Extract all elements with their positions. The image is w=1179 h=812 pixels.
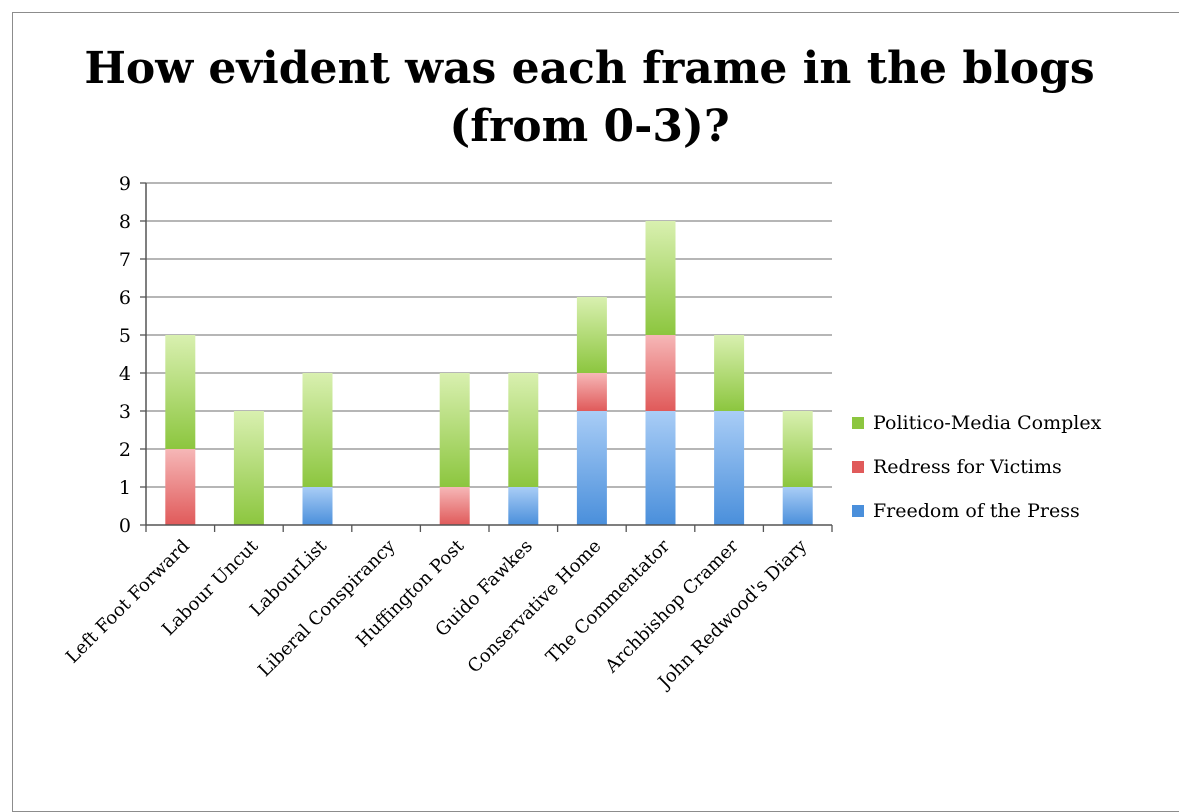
- legend-label-redress-for-victims: Redress for Victims: [873, 456, 1062, 478]
- bar-labourlist-politico-media-complex: [302, 373, 333, 487]
- bar-the-commentator-redress-for-victims: [645, 335, 676, 411]
- x-label-conservative-home: Conservative Home: [464, 536, 606, 678]
- bar-archbishop-cramer-freedom-of-the-press: [714, 411, 745, 525]
- bar-conservative-home-redress-for-victims: [576, 373, 607, 411]
- bar-conservative-home-freedom-of-the-press: [576, 411, 607, 525]
- bar-left-foot-forward-redress-for-victims: [165, 449, 196, 525]
- y-tick-label-4: 4: [119, 363, 131, 385]
- bar-huffington-post-politico-media-complex: [439, 373, 470, 487]
- legend: Politico-Media Complex Redress for Victim…: [852, 412, 1102, 522]
- y-tick-label-8: 8: [119, 211, 131, 233]
- y-tick-labels: 0 1 2 3 4 5 6 7 8 9: [119, 173, 131, 537]
- bars: [165, 221, 813, 525]
- y-tick-label-3: 3: [119, 401, 131, 423]
- bar-the-commentator-politico-media-complex: [645, 221, 676, 335]
- bar-labour-uncut-politico-media-complex: [233, 411, 264, 525]
- y-tick-label-1: 1: [119, 477, 131, 499]
- y-tick-label-7: 7: [119, 249, 131, 271]
- legend-swatch-redress-for-victims: [852, 461, 864, 473]
- x-label-the-commentator: The Commentator: [542, 535, 674, 667]
- x-label-liberal-conspirancy: Liberal Conspirancy: [254, 535, 400, 681]
- y-tick-label-0: 0: [119, 515, 131, 537]
- bar-guido-fawkes-politico-media-complex: [508, 373, 539, 487]
- y-tick-label-2: 2: [119, 439, 131, 461]
- y-tick-label-6: 6: [119, 287, 131, 309]
- bar-the-commentator-freedom-of-the-press: [645, 411, 676, 525]
- axes: [140, 182, 833, 532]
- chart-title: How evident was each frame in the blogs …: [0, 40, 1179, 156]
- bar-guido-fawkes-freedom-of-the-press: [508, 487, 539, 525]
- x-label-left-foot-forward: Left Foot Forward: [62, 536, 194, 668]
- chart-title-line-1: How evident was each frame in the blogs: [84, 43, 1095, 94]
- bar-huffington-post-redress-for-victims: [439, 487, 470, 525]
- bar-labourlist-freedom-of-the-press: [302, 487, 333, 525]
- chart-title-line-2: (from 0-3)?: [449, 101, 730, 152]
- bar-conservative-home-politico-media-complex: [576, 297, 607, 373]
- legend-label-politico-media-complex: Politico-Media Complex: [873, 412, 1102, 434]
- bar-john-redwood-s-diary-politico-media-complex: [782, 411, 813, 487]
- legend-label-freedom-of-the-press: Freedom of the Press: [873, 500, 1080, 522]
- bar-left-foot-forward-politico-media-complex: [165, 335, 196, 449]
- legend-swatch-freedom-of-the-press: [852, 505, 864, 517]
- bar-john-redwood-s-diary-freedom-of-the-press: [782, 487, 813, 525]
- legend-swatch-politico-media-complex: [852, 417, 864, 429]
- y-tick-label-5: 5: [119, 325, 131, 347]
- x-label-archbishop-cramer: Archbishop Cramer: [601, 535, 743, 677]
- bar-archbishop-cramer-politico-media-complex: [714, 335, 745, 411]
- y-tick-label-9: 9: [119, 173, 131, 195]
